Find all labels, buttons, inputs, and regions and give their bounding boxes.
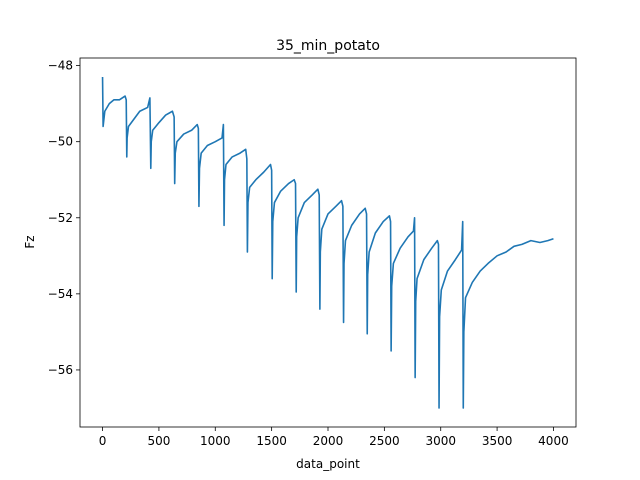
x-tick-label: 2000	[313, 434, 344, 448]
y-axis-label: Fz	[23, 235, 37, 248]
x-tick-label: 3000	[425, 434, 456, 448]
x-tick-label: 1000	[200, 434, 231, 448]
x-tick-label: 2500	[369, 434, 400, 448]
x-tick-label: 0	[99, 434, 107, 448]
y-tick-label: −56	[48, 363, 73, 377]
x-tick-label: 4000	[538, 434, 569, 448]
y-tick-label: −54	[48, 287, 73, 301]
x-tick-label: 1500	[256, 434, 287, 448]
series-line	[101, 77, 554, 409]
x-tick-label: 3500	[482, 434, 513, 448]
y-axis: −56 −54 −52 −50 −48	[48, 59, 80, 377]
axes-frame	[79, 57, 577, 428]
y-tick-label: −50	[48, 135, 73, 149]
y-tick-label: −52	[48, 211, 73, 225]
x-axis: 0 500 1000 1500 2000 2500 3000 3500 4000	[99, 427, 569, 448]
x-tick-label: 500	[147, 434, 170, 448]
x-axis-label: data_point	[296, 457, 360, 471]
chart-title: 35_min_potato	[276, 38, 380, 54]
y-tick-label: −48	[48, 59, 73, 73]
plot-area	[101, 77, 554, 409]
